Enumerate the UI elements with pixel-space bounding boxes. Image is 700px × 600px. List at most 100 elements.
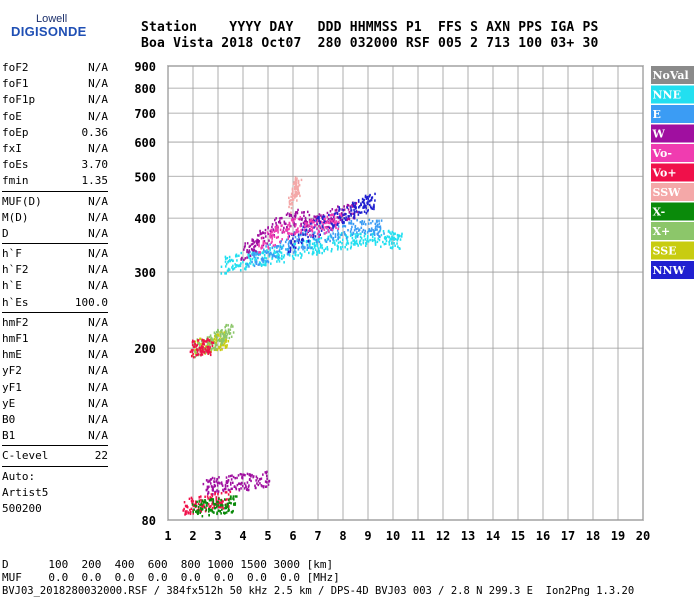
data-point bbox=[265, 474, 268, 478]
data-point bbox=[253, 256, 256, 259]
data-point bbox=[249, 257, 252, 261]
data-point bbox=[263, 253, 266, 257]
data-point bbox=[330, 217, 332, 220]
data-point bbox=[263, 485, 265, 488]
data-point bbox=[316, 219, 319, 222]
data-point bbox=[245, 485, 247, 489]
data-point bbox=[207, 503, 210, 506]
data-point bbox=[343, 221, 345, 224]
data-point bbox=[388, 240, 390, 244]
data-point bbox=[276, 245, 279, 248]
data-point bbox=[261, 259, 263, 262]
data-point bbox=[394, 232, 396, 235]
data-point bbox=[224, 339, 226, 342]
data-point bbox=[192, 512, 194, 515]
param-row: hmF2 N/A bbox=[2, 315, 108, 331]
data-point bbox=[283, 254, 286, 257]
data-point bbox=[294, 211, 297, 214]
data-point bbox=[221, 504, 224, 507]
data-point bbox=[398, 235, 401, 238]
data-point bbox=[379, 227, 382, 230]
data-point bbox=[354, 201, 356, 205]
data-point bbox=[235, 487, 238, 491]
data-point bbox=[283, 231, 286, 234]
data-point bbox=[332, 232, 334, 235]
data-point bbox=[327, 217, 330, 221]
data-point bbox=[390, 237, 392, 240]
data-point bbox=[234, 503, 236, 506]
data-point bbox=[237, 474, 240, 477]
data-point bbox=[258, 261, 261, 264]
param-row: yF1 N/A bbox=[2, 380, 108, 396]
data-point bbox=[324, 240, 327, 243]
data-point bbox=[207, 510, 210, 513]
data-point bbox=[192, 348, 194, 352]
data-point bbox=[366, 237, 369, 240]
data-point bbox=[229, 332, 232, 335]
data-point bbox=[265, 257, 268, 260]
data-point bbox=[239, 269, 242, 272]
data-point bbox=[394, 237, 397, 241]
params-group-4: hmF2 N/A hmF1 N/A hmE N/A yF2 N/A yF1 N/A yE N… bbox=[2, 315, 108, 445]
legend-swatch bbox=[651, 163, 694, 182]
muf-row: MUF 0.0 0.0 0.0 0.0 0.0 0.0 0.0 0.0 [MHz… bbox=[2, 571, 340, 584]
data-point bbox=[351, 204, 353, 207]
data-point bbox=[221, 341, 224, 345]
data-point bbox=[362, 228, 365, 232]
data-point bbox=[297, 192, 300, 195]
legend-swatch bbox=[651, 105, 694, 123]
param-value: N/A bbox=[88, 210, 108, 224]
data-point bbox=[295, 231, 298, 234]
data-point bbox=[204, 347, 207, 350]
data-point bbox=[289, 246, 292, 249]
data-point bbox=[287, 235, 290, 239]
data-point bbox=[377, 231, 380, 234]
data-point bbox=[361, 200, 364, 204]
data-point bbox=[215, 348, 217, 352]
data-point bbox=[316, 242, 318, 246]
data-point bbox=[334, 223, 337, 227]
data-point bbox=[280, 251, 283, 254]
data-point bbox=[248, 245, 251, 249]
data-point bbox=[191, 350, 194, 354]
data-point bbox=[201, 507, 204, 511]
data-point bbox=[252, 238, 254, 242]
data-point bbox=[303, 246, 306, 250]
data-point bbox=[213, 477, 216, 480]
data-point bbox=[208, 505, 211, 509]
data-point bbox=[275, 217, 277, 220]
data-point bbox=[294, 235, 297, 239]
data-point bbox=[321, 251, 323, 255]
data-point bbox=[191, 501, 193, 504]
data-point bbox=[225, 330, 227, 334]
data-point bbox=[269, 232, 271, 236]
data-point bbox=[271, 253, 274, 257]
data-point bbox=[224, 329, 227, 332]
data-point bbox=[345, 243, 348, 246]
data-point bbox=[396, 234, 399, 237]
data-point bbox=[333, 242, 336, 245]
data-point bbox=[296, 230, 298, 234]
data-point bbox=[225, 480, 228, 483]
data-point bbox=[214, 345, 217, 349]
data-point bbox=[262, 242, 265, 245]
data-point bbox=[345, 216, 347, 219]
data-point bbox=[223, 331, 226, 334]
data-point bbox=[211, 344, 214, 348]
data-point bbox=[293, 214, 296, 218]
data-point bbox=[225, 511, 228, 514]
data-point bbox=[229, 474, 232, 478]
data-point bbox=[399, 238, 402, 241]
data-point bbox=[331, 220, 333, 223]
data-point bbox=[376, 228, 378, 231]
data-point bbox=[364, 195, 367, 199]
data-point bbox=[207, 340, 210, 343]
data-point bbox=[210, 339, 213, 342]
data-point bbox=[194, 345, 197, 349]
data-point bbox=[389, 231, 391, 234]
data-point bbox=[325, 226, 328, 230]
data-point bbox=[256, 477, 259, 480]
clevel-label: C-level bbox=[2, 449, 49, 463]
data-point bbox=[337, 233, 339, 237]
data-point bbox=[215, 496, 218, 499]
